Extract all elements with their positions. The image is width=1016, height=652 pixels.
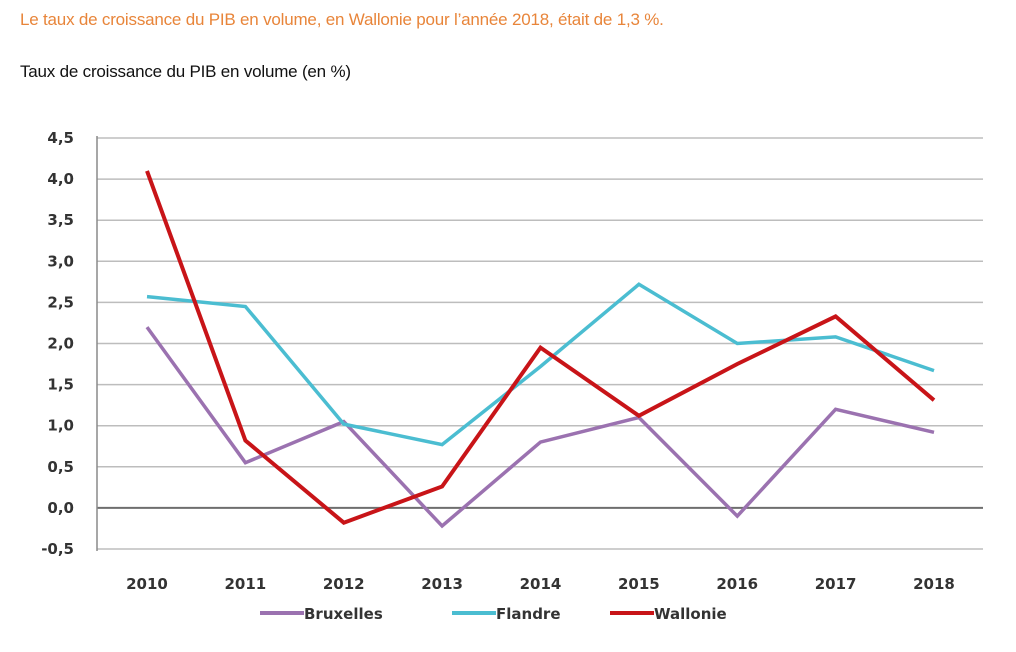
grid-lines [97, 137, 983, 550]
x-tick-label: 2013 [421, 575, 463, 593]
y-tick-label: 1,5 [47, 376, 74, 394]
y-tick-label: 1,0 [47, 417, 74, 435]
x-tick-label: 2012 [323, 575, 365, 593]
legend-label: Bruxelles [304, 605, 383, 623]
chart-title: Taux de croissance du PIB en volume (en … [20, 62, 351, 81]
y-tick-label: 4,5 [47, 129, 74, 147]
legend: Bruxelles Flandre Wallonie [260, 605, 727, 623]
y-tick-label: 3,5 [47, 211, 74, 229]
x-tick-label: 2015 [618, 575, 660, 593]
y-tick-label: 2,0 [47, 335, 74, 353]
y-tick-label: 2,5 [47, 293, 74, 311]
y-axis-ticks: -0,5 0,0 0,5 1,0 1,5 2,0 2,5 3,0 3,5 4,0 4,5 [41, 129, 74, 558]
y-tick-label: 0,0 [47, 499, 74, 517]
x-tick-label: 2010 [126, 575, 168, 593]
series-line-flandre [146, 282, 935, 447]
y-tick-label: 3,0 [47, 252, 74, 270]
y-tick-label: -0,5 [41, 540, 74, 558]
legend-label: Wallonie [654, 605, 727, 623]
x-tick-label: 2014 [520, 575, 562, 593]
x-tick-label: 2017 [815, 575, 857, 593]
series-line-bruxelles [145, 326, 935, 529]
headline: Le taux de croissance du PIB en volume, … [20, 10, 664, 29]
x-tick-label: 2018 [913, 575, 955, 593]
series-lines [145, 170, 936, 529]
x-tick-label: 2016 [716, 575, 758, 593]
series-line-wallonie [145, 170, 936, 525]
y-tick-label: 4,0 [47, 170, 74, 188]
x-tick-label: 2011 [225, 575, 267, 593]
x-axis-ticks: 2010 2011 2012 2013 2014 2015 2016 2017 2018 [126, 575, 955, 593]
y-tick-label: 0,5 [47, 458, 74, 476]
legend-label: Flandre [496, 605, 561, 623]
